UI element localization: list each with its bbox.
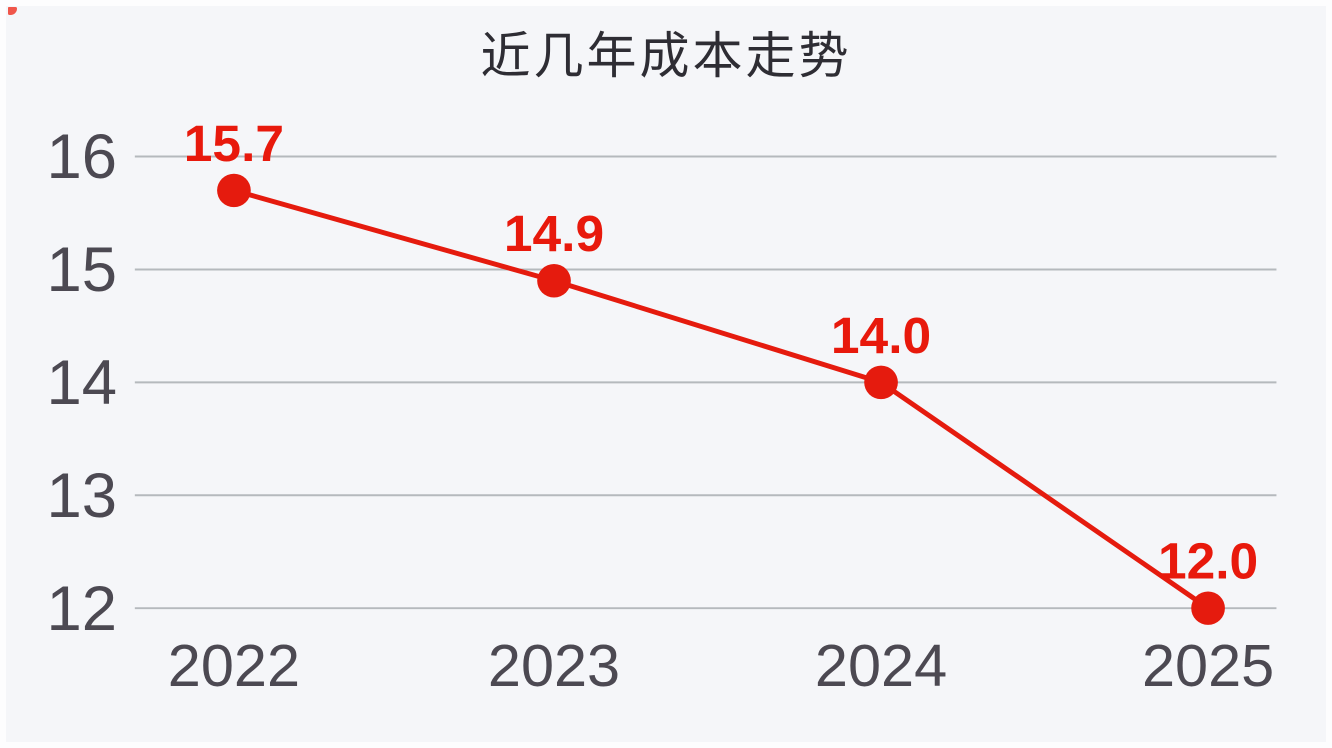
y-tick-label: 14 xyxy=(46,348,117,418)
data-label: 15.7 xyxy=(184,115,284,172)
y-tick-label: 15 xyxy=(46,235,117,305)
y-tick-label: 13 xyxy=(46,461,117,531)
trend-line xyxy=(231,187,1211,611)
x-tick-label: 2024 xyxy=(815,632,947,699)
screen-corner-artifact xyxy=(8,7,17,15)
data-label: 12.0 xyxy=(1158,533,1258,590)
data-point xyxy=(1191,591,1225,625)
data-point xyxy=(217,173,251,208)
data-point xyxy=(537,264,571,298)
line-chart: 16 15 14 13 12 2022 2023 2024 2025 15.7 14.9 14.0 12… xyxy=(46,115,1277,699)
data-label: 14.9 xyxy=(504,205,604,262)
y-tick-label: 16 xyxy=(46,122,117,192)
chart-title: 近几年成本走势 xyxy=(480,28,852,84)
data-label: 14.0 xyxy=(831,307,931,364)
x-tick-label: 2022 xyxy=(168,632,300,699)
y-tick-label: 12 xyxy=(46,574,117,644)
x-tick-label: 2025 xyxy=(1142,632,1274,699)
data-point xyxy=(864,365,898,400)
x-tick-label: 2023 xyxy=(488,632,620,699)
